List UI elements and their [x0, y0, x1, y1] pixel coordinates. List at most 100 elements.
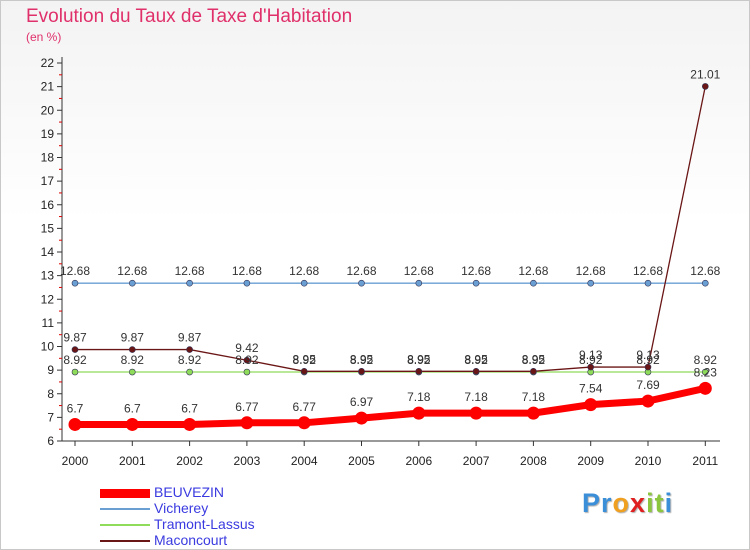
data-label: 7.54 [579, 382, 603, 396]
data-label: 7.18 [407, 390, 431, 404]
y-tick-label: 7 [47, 410, 54, 424]
data-label: 8.92 [350, 353, 374, 367]
data-point [300, 279, 308, 287]
data-point [358, 368, 365, 375]
y-tick-label: 14 [41, 245, 55, 259]
data-label: 9.87 [121, 331, 145, 345]
data-label: 6.7 [67, 401, 84, 415]
x-tick-label: 2004 [291, 454, 318, 468]
data-point [698, 381, 712, 395]
y-tick-label: 18 [41, 151, 55, 165]
data-label: 12.68 [404, 264, 434, 278]
y-tick-label: 20 [41, 103, 55, 117]
data-label: 8.92 [121, 353, 145, 367]
brand-letter: r [601, 488, 613, 518]
data-label: 12.68 [232, 264, 262, 278]
data-point [355, 411, 368, 425]
data-point [701, 368, 709, 376]
brand-letter: o [612, 488, 631, 518]
y-tick-label: 19 [41, 127, 55, 141]
x-tick-label: 2011 [692, 454, 718, 468]
data-point [186, 368, 193, 376]
data-point [701, 279, 709, 287]
legend-label: BEUVEZIN [154, 484, 225, 500]
data-label: 8.92 [522, 353, 546, 367]
y-tick-label: 13 [41, 269, 55, 283]
y-tick-label: 9 [47, 363, 54, 377]
data-label: 8.92 [636, 353, 660, 367]
data-label: 12.68 [576, 264, 606, 278]
data-point [297, 416, 311, 430]
data-label: 8.92 [694, 353, 718, 367]
brand-letter: P [582, 488, 602, 518]
data-point [300, 368, 308, 375]
data-point [129, 279, 136, 287]
data-label: 12.68 [60, 264, 90, 278]
data-label: 8.92 [63, 353, 87, 367]
data-point [129, 368, 136, 376]
data-point [472, 368, 480, 375]
data-label: 21.01 [690, 67, 720, 81]
legend-label: Tramont-Lassus [154, 516, 255, 532]
x-tick-label: 2003 [234, 454, 261, 468]
x-tick-label: 2009 [577, 454, 604, 468]
brand-letter: x [630, 488, 647, 518]
data-label: 9.13 [579, 348, 603, 362]
data-label: 12.68 [175, 264, 205, 278]
data-point [587, 279, 595, 287]
data-label: 8.92 [178, 353, 202, 367]
data-point [183, 417, 197, 431]
data-point [644, 279, 652, 287]
data-point [243, 368, 251, 376]
data-label: 6.7 [181, 401, 198, 415]
x-tick-label: 2010 [635, 454, 662, 468]
brand-logo: Proxiti [582, 488, 673, 519]
x-tick-label: 2007 [463, 454, 490, 468]
legend-swatch [100, 524, 150, 526]
brand-letter: i [664, 488, 674, 518]
data-point [240, 416, 254, 430]
data-point [186, 279, 193, 287]
data-point [415, 368, 423, 375]
data-label: 8.95 [464, 352, 488, 366]
legend-swatch [100, 540, 150, 542]
data-label: 9.13 [636, 348, 660, 362]
data-label: 8.92 [235, 353, 259, 367]
data-point [526, 406, 540, 420]
x-tick-label: 2006 [405, 454, 432, 468]
data-label: 12.68 [346, 264, 376, 278]
data-point [701, 83, 709, 90]
x-tick-label: 2000 [62, 454, 89, 468]
data-label: 8.92 [407, 353, 431, 367]
data-point [71, 346, 79, 353]
data-label: 12.68 [461, 264, 491, 278]
series-line-beuvezin [75, 384, 707, 428]
data-point [129, 346, 136, 353]
data-point [530, 368, 537, 375]
data-label: 8.95 [522, 352, 546, 366]
data-label: 6.77 [293, 400, 317, 414]
data-point [472, 279, 480, 287]
data-point [68, 417, 82, 431]
data-point [71, 368, 79, 376]
x-tick-label: 2001 [119, 454, 146, 468]
y-tick-label: 15 [41, 221, 55, 235]
data-label: 8.92 [464, 353, 488, 367]
data-label: 12.68 [518, 264, 548, 278]
data-label: 9.87 [178, 331, 202, 345]
y-tick-label: 8 [47, 387, 54, 401]
y-tick-label: 12 [41, 292, 55, 306]
data-point [530, 279, 537, 287]
legend-label: Vicherey [154, 500, 209, 516]
data-label: 9.42 [235, 341, 259, 355]
data-point [415, 279, 423, 287]
data-label: 8.23 [694, 365, 718, 379]
data-label: 6.7 [124, 401, 141, 415]
data-label: 12.68 [690, 264, 720, 278]
x-tick-label: 2005 [348, 454, 375, 468]
data-label: 8.95 [407, 352, 431, 366]
y-tick-label: 11 [42, 316, 55, 330]
data-label: 8.92 [579, 353, 603, 367]
data-label: 9.87 [63, 331, 87, 345]
